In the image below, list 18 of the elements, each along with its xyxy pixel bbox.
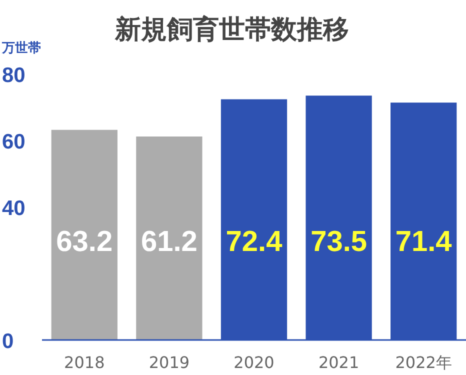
y-tick-label: 0 — [2, 330, 14, 353]
bar — [136, 136, 202, 340]
data-label: 61.2 — [140, 226, 198, 258]
x-tick-label: 2018 — [64, 353, 105, 372]
data-label: 63.2 — [56, 226, 113, 258]
y-tick-label: 60 — [2, 130, 26, 154]
y-tick-label: 80 — [2, 64, 26, 87]
y-axis-title: 万世帯 — [1, 41, 41, 56]
data-label: 71.4 — [395, 226, 452, 258]
chart-title: 新規飼育世帯数推移 — [114, 14, 349, 45]
y-tick-label: 40 — [2, 197, 26, 220]
data-label: 72.4 — [226, 226, 282, 258]
x-tick-label: 2020 — [234, 353, 274, 372]
x-tick-label: 2021 — [318, 353, 360, 372]
x-tick-label: 2019 — [148, 353, 190, 372]
data-label: 73.5 — [310, 226, 368, 258]
bar — [51, 130, 118, 340]
x-tick-label: 2022年 — [395, 353, 452, 372]
